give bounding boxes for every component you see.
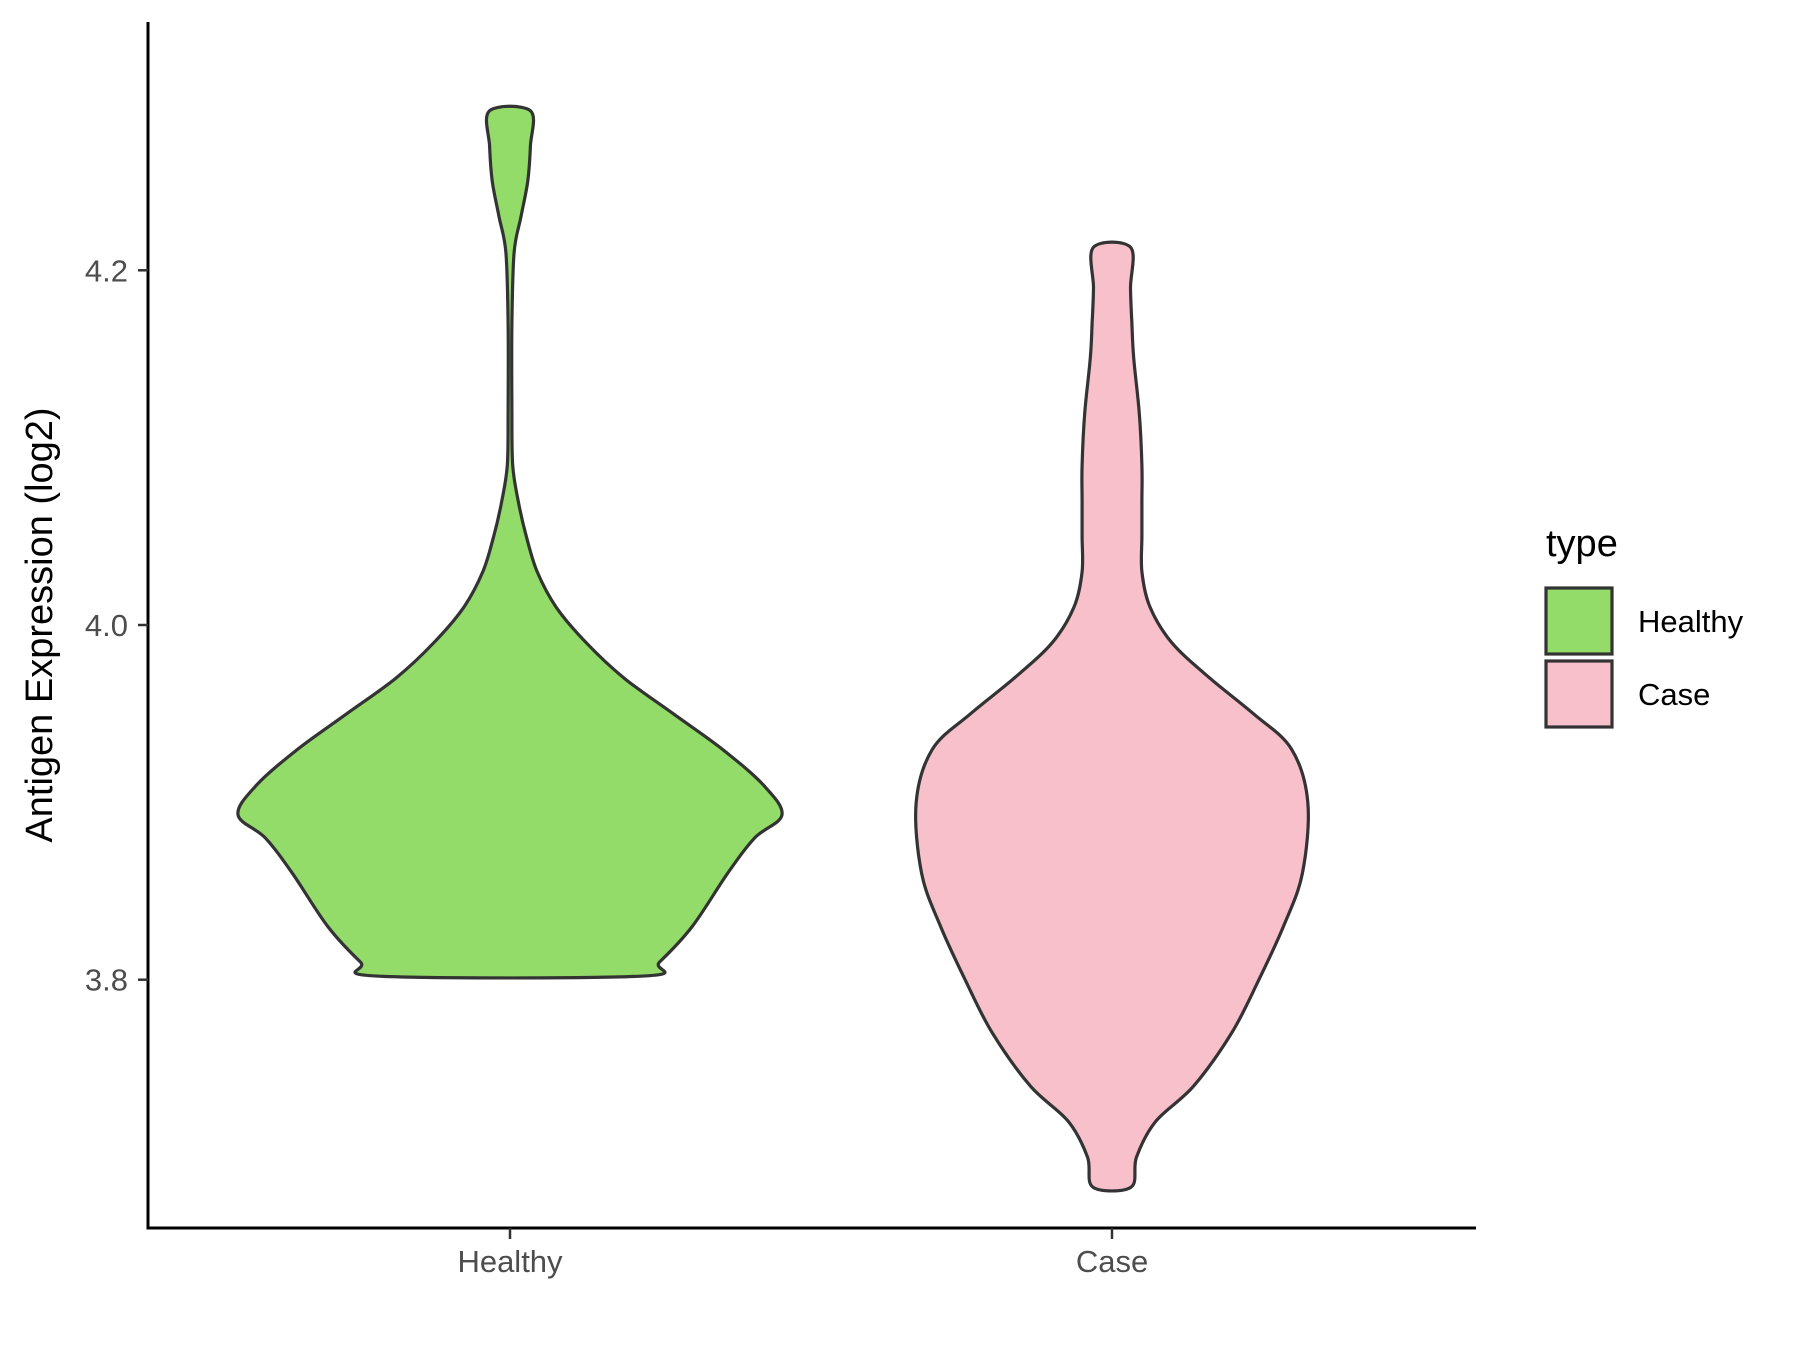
x-ticks: Healthy Case [457,1228,1148,1279]
x-tick-label: Healthy [457,1244,563,1279]
y-ticks: 3.8 4.0 4.2 [85,253,148,998]
violin-healthy [236,104,784,980]
violin-layer [236,104,1310,1193]
y-tick-label: 4.0 [85,608,128,643]
legend-title: type [1546,523,1618,565]
legend-label: Healthy [1638,604,1744,639]
legend: Healthy Case [1544,586,1744,729]
y-axis-title: Antigen Expression (log2) [19,407,61,842]
violin-case [914,240,1310,1193]
x-tick-label: Case [1076,1244,1148,1279]
legend-key-case [1544,659,1614,729]
y-tick-label: 3.8 [85,963,128,998]
legend-key-healthy [1544,586,1614,656]
y-tick-label: 4.2 [85,253,128,288]
legend-label: Case [1638,677,1710,712]
